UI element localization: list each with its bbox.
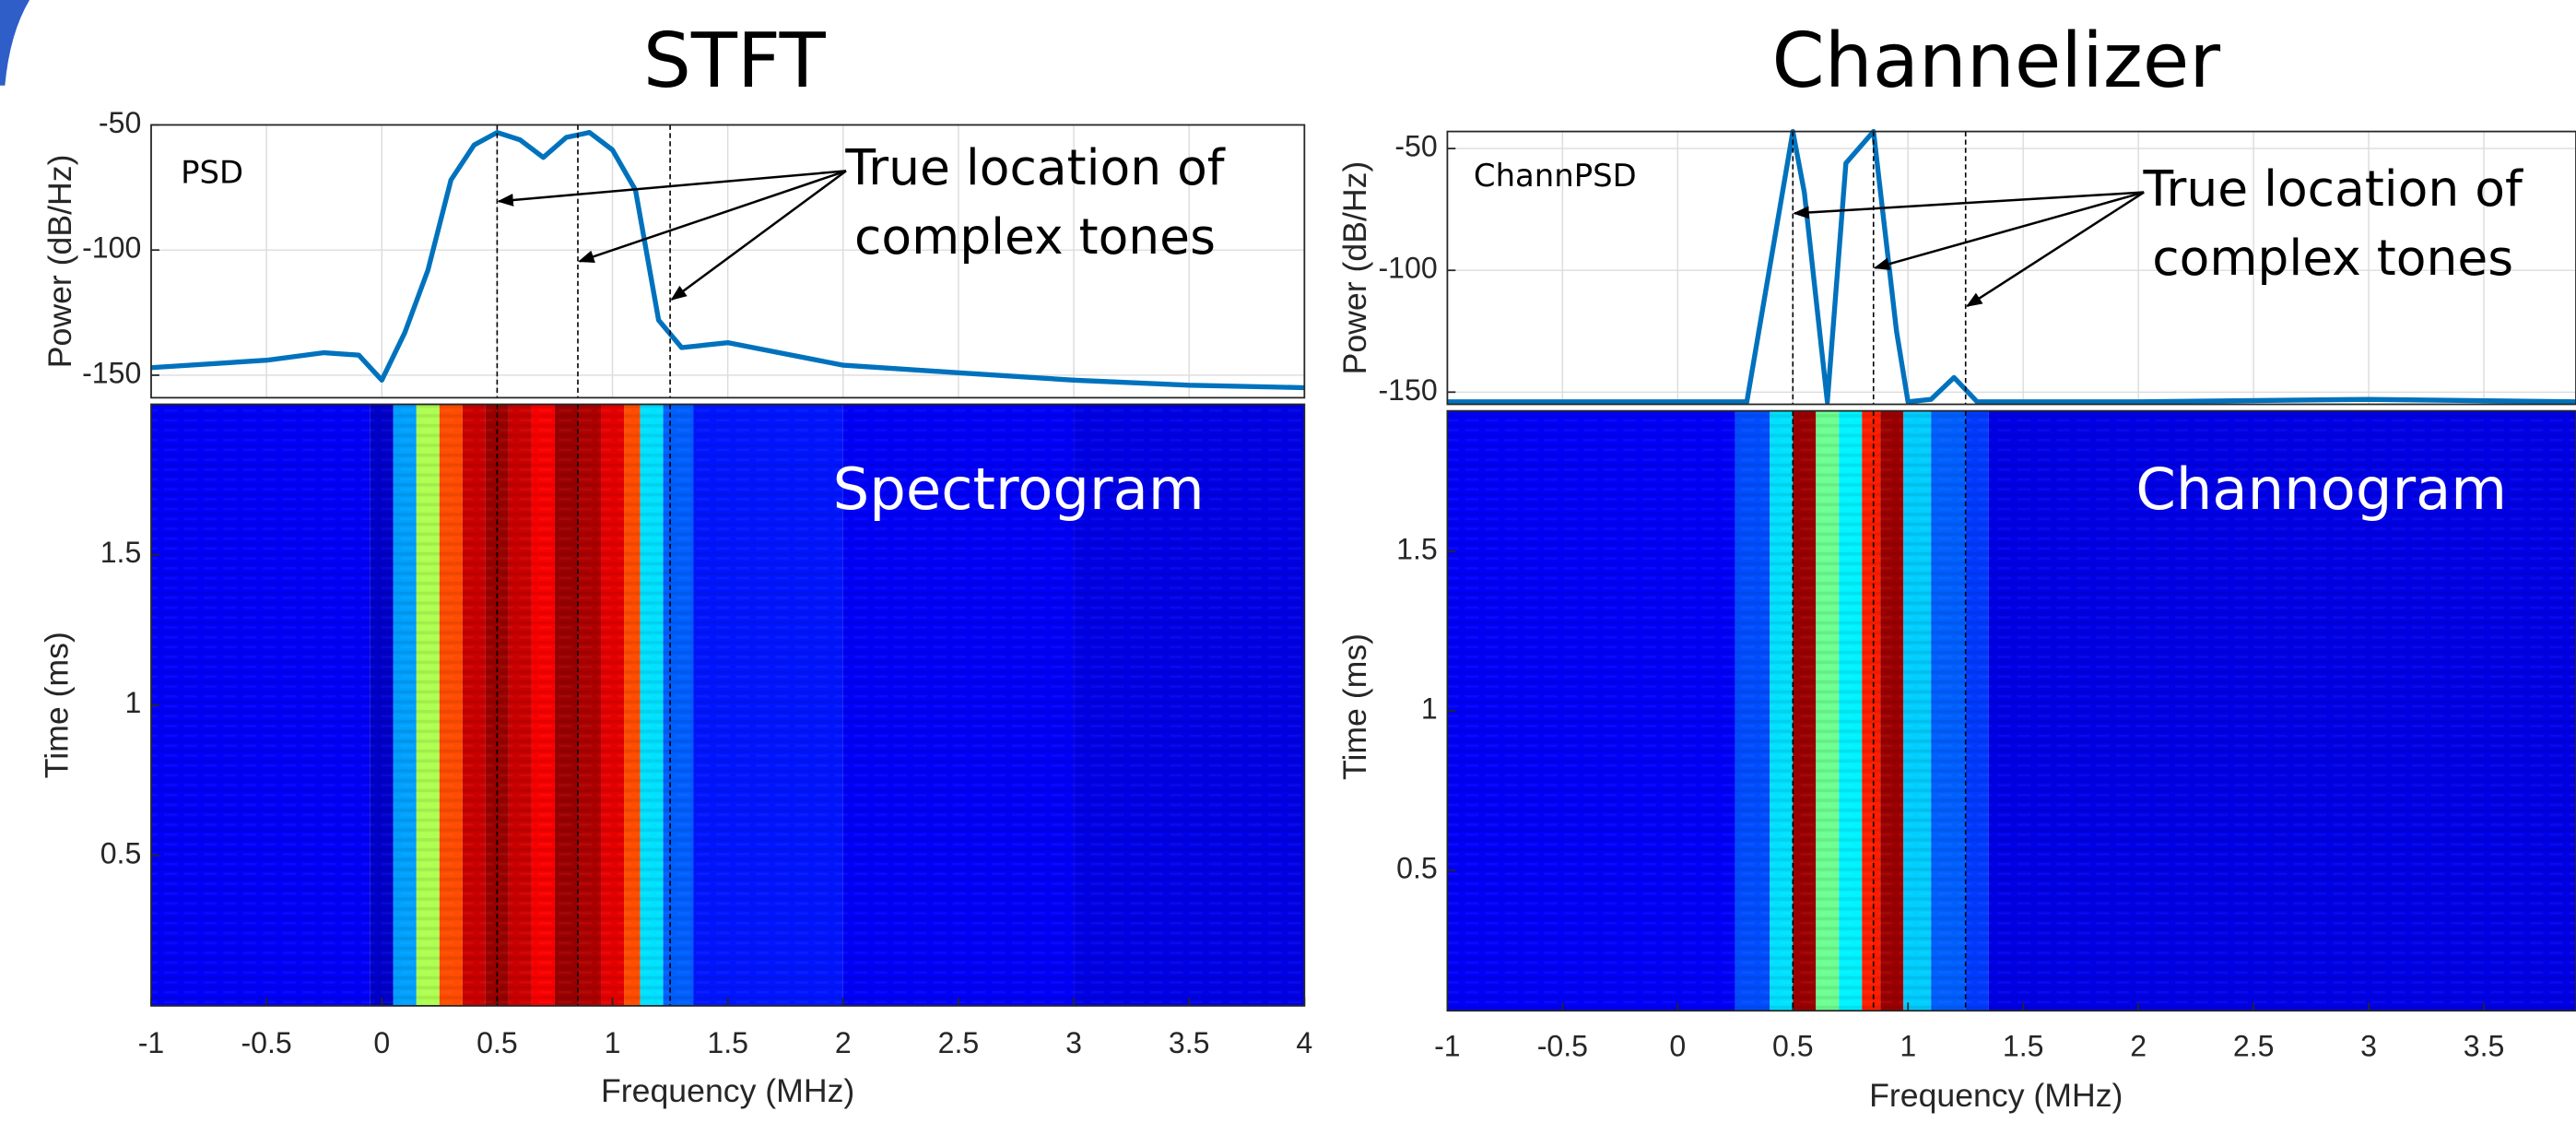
- y-tick-label: -150: [1378, 373, 1437, 407]
- y-tick-label: 1.5: [100, 536, 142, 569]
- y-axis-label: Power (dB/Hz): [41, 155, 78, 369]
- x-tick-label: 3.5: [1169, 1026, 1210, 1059]
- annotation-arrow: [578, 170, 847, 263]
- x-tick-label: 2: [2130, 1030, 2147, 1063]
- y-tick-label: 0.5: [1396, 851, 1438, 884]
- x-tick-label: -0.5: [1537, 1030, 1588, 1063]
- psd-label: ChannPSD: [1474, 158, 1637, 194]
- annotation-text: True location of: [2143, 160, 2523, 218]
- annotation-arrow: [1793, 191, 2145, 219]
- x-tick-label: -1: [138, 1026, 165, 1059]
- spectrogram-label: Channogram: [2135, 455, 2507, 523]
- psd-line: [150, 129, 1305, 391]
- psd-line: [1447, 128, 2576, 405]
- annotation-text: complex tones: [2152, 229, 2513, 287]
- y-tick-label: -100: [82, 231, 141, 265]
- x-tick-label: 4: [1296, 1026, 1312, 1059]
- annotation-arrow: [497, 170, 847, 207]
- x-tick-label: 0: [373, 1026, 390, 1059]
- x-tick-label: 3.5: [2464, 1030, 2505, 1063]
- y-axis-label: Time (ms): [1336, 633, 1373, 780]
- spectrogram-texture: [150, 404, 1305, 1006]
- axes-frame: [1446, 409, 2576, 1012]
- annotation-text: complex tones: [854, 207, 1216, 266]
- axes-frame: [150, 403, 1306, 1007]
- annotation-arrow: [1966, 191, 2145, 308]
- x-tick-label: 0.5: [1772, 1030, 1814, 1063]
- y-tick-label: -100: [1378, 252, 1437, 285]
- y-tick-label: 1.5: [1396, 532, 1438, 565]
- y-tick-label: 0.5: [100, 836, 142, 869]
- x-tick-label: -0.5: [241, 1026, 291, 1059]
- spectrogram-panel: 0.5 1 1.5 -1 -0.5 0 0.5 1 1.5 2 2.5 3 3.5 Channogram F…: [1336, 409, 2576, 1114]
- x-tick-label: 0: [1669, 1030, 1686, 1063]
- x-tick-label: 2.5: [2233, 1030, 2275, 1063]
- panel-title: STFT: [643, 18, 827, 105]
- x-tick-label: 1: [1900, 1030, 1916, 1063]
- x-axis-label: Frequency (MHz): [1869, 1077, 2123, 1114]
- annotation-arrow: [670, 170, 847, 301]
- x-tick-label: 3: [1065, 1026, 1082, 1059]
- psd-panel: -50 -100 -150 STFT PSD Power (dB/Hz) True loca…: [41, 18, 1306, 399]
- panel-title: Channelizer: [1771, 18, 2220, 105]
- slide-decoration: [0, 0, 30, 86]
- y-tick-label: -150: [82, 356, 141, 389]
- y-tick-label: 1: [124, 686, 141, 719]
- y-tick-label: -50: [1394, 130, 1437, 163]
- annotation-arrow: [1873, 191, 2145, 271]
- x-tick-label: 0.5: [476, 1026, 518, 1059]
- spectrogram-label: Spectrogram: [833, 455, 1205, 523]
- psd-label: PSD: [181, 154, 243, 190]
- y-axis-label: Power (dB/Hz): [1336, 161, 1373, 375]
- psd-panel: -50 -100 -150 Channelizer ChannPSD Power (dB/…: [1336, 18, 2576, 407]
- x-tick-label: -1: [1434, 1030, 1461, 1063]
- axes-frame: [1446, 130, 2576, 406]
- y-tick-label: 1: [1421, 692, 1438, 725]
- x-tick-label: 1: [605, 1026, 621, 1059]
- x-tick-label: 1.5: [707, 1026, 748, 1059]
- x-tick-label: 2: [835, 1026, 852, 1059]
- axes-frame: [150, 124, 1306, 399]
- y-axis-label: Time (ms): [39, 632, 76, 778]
- spectrogram-panel: 0.5 1 1.5 -1 -0.5 0 0.5 1 1.5 2 2.5 3 3.5 4 Spectrogra…: [39, 403, 1312, 1109]
- x-tick-label: 3: [2360, 1030, 2377, 1063]
- x-axis-label: Frequency (MHz): [601, 1072, 854, 1109]
- y-tick-label: -50: [99, 106, 141, 139]
- x-tick-label: 2.5: [938, 1026, 980, 1059]
- spectrogram-texture: [1447, 410, 2576, 1011]
- x-tick-label: 1.5: [2003, 1030, 2044, 1063]
- annotation-text: True location of: [844, 138, 1225, 196]
